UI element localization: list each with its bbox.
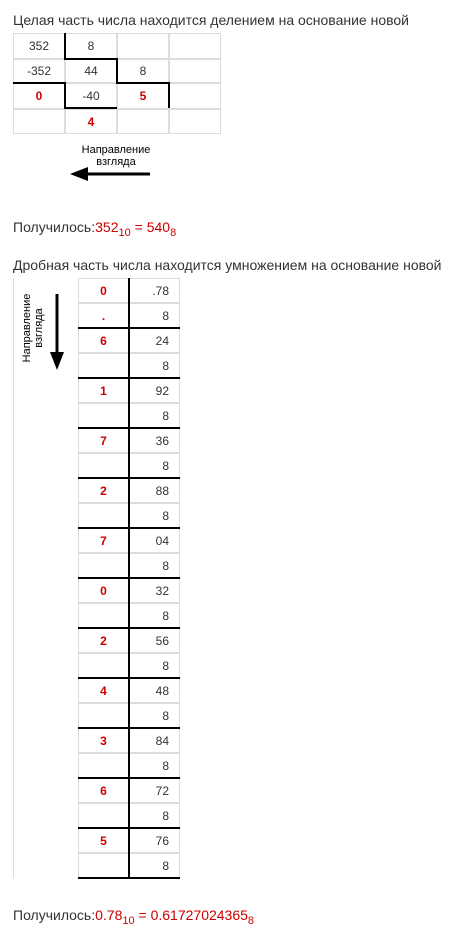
down-arrow-icon: [50, 294, 64, 370]
product-value: 04: [129, 528, 180, 553]
product-value: 8: [129, 503, 180, 528]
division-cell: 8: [117, 59, 169, 83]
product-value: 8: [129, 853, 180, 878]
result-digit: [78, 703, 129, 728]
product-value: 8: [129, 803, 180, 828]
division-cell: [169, 59, 221, 83]
product-value: 36: [129, 428, 180, 453]
division-cell: [117, 33, 169, 59]
group-line: [78, 477, 180, 479]
fraction-heading: Дробная часть числа находится умножением…: [13, 257, 442, 273]
product-value: 8: [129, 553, 180, 578]
integer-result: Получилось:35210 = 5408: [13, 219, 177, 239]
division-cell: [117, 109, 169, 134]
product-value: 56: [129, 628, 180, 653]
result-digit: [78, 753, 129, 778]
group-line: [78, 827, 180, 829]
division-line: [64, 58, 117, 60]
group-line: [78, 327, 180, 329]
result-digit: 0: [78, 578, 129, 603]
group-line: [78, 727, 180, 729]
product-value: 8: [129, 453, 180, 478]
group-line: [78, 527, 180, 529]
product-value: 88: [129, 478, 180, 503]
result-digit: 1: [78, 378, 129, 403]
product-value: 92: [129, 378, 180, 403]
division-cell: 8: [65, 33, 117, 59]
group-line: [78, 877, 180, 879]
product-value: .78: [129, 278, 180, 303]
result-digit: [78, 603, 129, 628]
group-line: [78, 677, 180, 679]
product-value: 8: [129, 353, 180, 378]
result-digit: [78, 353, 129, 378]
remainder-digit: 5: [117, 83, 169, 109]
division-cell: 44: [65, 59, 117, 83]
division-cell: -40: [65, 83, 117, 109]
result-digit: [78, 553, 129, 578]
division-line: [64, 107, 117, 109]
result-digit: 6: [78, 778, 129, 803]
result-digit: 2: [78, 628, 129, 653]
direction-label: Направление взгляда: [81, 144, 151, 168]
result-digit: 7: [78, 428, 129, 453]
result-digit: 0: [78, 278, 129, 303]
product-value: 8: [129, 403, 180, 428]
product-value: 8: [129, 703, 180, 728]
division-line: [168, 82, 170, 108]
product-value: 76: [129, 828, 180, 853]
group-line: [78, 777, 180, 779]
group-line: [78, 627, 180, 629]
result-digit: 2: [78, 478, 129, 503]
product-value: 24: [129, 328, 180, 353]
left-border-line: [13, 278, 14, 878]
division-line: [64, 33, 66, 59]
integer-heading: Целая часть числа находится делением на …: [13, 12, 409, 28]
division-line: [13, 82, 66, 84]
direction-label-vertical: Направление взгляда: [21, 293, 45, 363]
result-digit: 7: [78, 528, 129, 553]
result-digit: 3: [78, 728, 129, 753]
group-line: [78, 377, 180, 379]
division-cell: [169, 83, 221, 109]
result-digit: [78, 853, 129, 878]
left-arrow-icon: [70, 167, 150, 181]
result-digit: .: [78, 303, 129, 328]
product-value: 8: [129, 653, 180, 678]
result-digit: [78, 803, 129, 828]
division-line: [116, 82, 169, 84]
result-digit: [78, 453, 129, 478]
group-line: [78, 577, 180, 579]
remainder-digit: 4: [65, 109, 117, 134]
result-digit: 5: [78, 828, 129, 853]
division-cell: 352: [13, 33, 65, 59]
result-digit: 4: [78, 678, 129, 703]
product-value: 8: [129, 603, 180, 628]
division-cell: -352: [13, 59, 65, 83]
result-digit: 6: [78, 328, 129, 353]
result-digit: [78, 403, 129, 428]
product-value: 8: [129, 303, 180, 328]
result-digit: [78, 653, 129, 678]
product-value: 84: [129, 728, 180, 753]
result-digit: [78, 503, 129, 528]
division-cell: [169, 33, 221, 59]
division-cell: [169, 109, 221, 134]
division-line: [64, 82, 66, 108]
remainder-digit: 0: [13, 83, 65, 109]
product-value: 72: [129, 778, 180, 803]
product-value: 48: [129, 678, 180, 703]
division-cell: [13, 109, 65, 134]
group-line: [78, 427, 180, 429]
product-value: 8: [129, 753, 180, 778]
fraction-result: Получилось:0.7810 = 0.617270243658: [13, 907, 255, 927]
product-value: 32: [129, 578, 180, 603]
division-line: [116, 58, 118, 84]
